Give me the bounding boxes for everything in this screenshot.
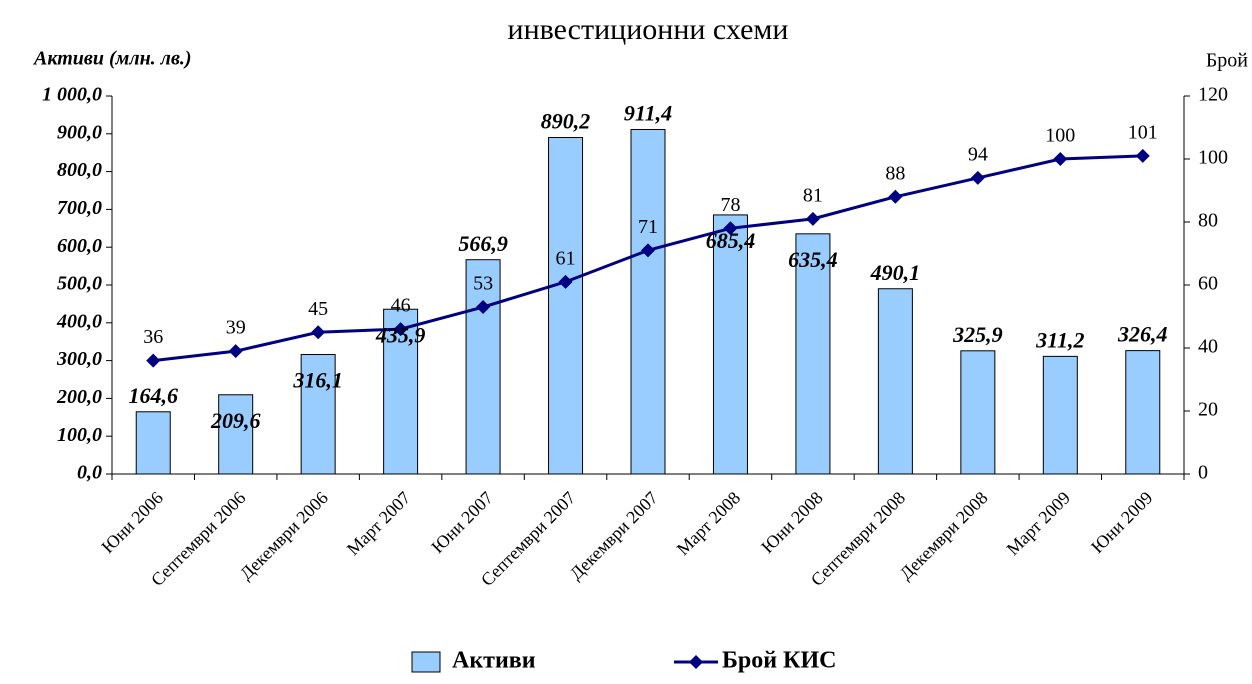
bar-value-label: 490,1 (870, 260, 921, 285)
y2-tick-label: 100 (1198, 147, 1228, 169)
bar-value-label: 566,9 (458, 231, 508, 256)
bar (1125, 350, 1161, 475)
y-tick-label: 600,0 (57, 235, 102, 257)
bar-value-label: 685,4 (706, 228, 756, 253)
line-marker (558, 274, 573, 289)
y2-tick-label: 60 (1198, 273, 1218, 295)
bar (383, 308, 419, 475)
line-marker (311, 325, 326, 340)
y-tick-label: 700,0 (57, 197, 102, 219)
line-value-label: 46 (391, 295, 411, 317)
line-marker (641, 243, 655, 258)
y-tick-label: 800,0 (57, 159, 102, 181)
line-marker (723, 221, 738, 236)
bar (135, 411, 171, 475)
bar (960, 350, 996, 475)
bar-value-label: 435,9 (375, 322, 426, 347)
y-tick-label: 0,0 (77, 462, 102, 484)
line-value-label: 81 (803, 184, 823, 206)
legend-marker (689, 655, 703, 669)
x-tick-label: Юни 2007 (427, 488, 496, 557)
line-marker (1135, 148, 1150, 163)
bar-value-label: 311,2 (1035, 327, 1084, 352)
chart-title: инвестиционни схеми (508, 13, 789, 46)
line-marker (476, 300, 491, 315)
y-tick-label: 200,0 (56, 386, 102, 408)
line-marker (228, 344, 243, 359)
y2-tick-label: 80 (1198, 210, 1218, 232)
line-value-label: 45 (308, 298, 328, 320)
x-tick-label: Декември 2007 (566, 488, 662, 584)
bar (300, 354, 336, 475)
legend-label: Активи (452, 648, 536, 674)
bar-value-label: 164,6 (128, 383, 178, 408)
line-value-label: 39 (226, 317, 246, 339)
legend-label: Брой КИС (722, 648, 836, 674)
bar (548, 137, 584, 475)
line-marker (888, 189, 903, 204)
bar (630, 128, 666, 475)
y-tick-label: 100,0 (57, 424, 102, 446)
line-value-label: 61 (556, 247, 576, 269)
line-value-label: 71 (638, 216, 658, 238)
line-value-label: 100 (1045, 125, 1075, 147)
x-tick-label: Март 2008 (673, 488, 745, 560)
bar (795, 233, 831, 475)
x-tick-label: Юни 2006 (97, 488, 166, 557)
x-tick-label: Декември 2006 (236, 488, 332, 584)
line-value-label: 101 (1128, 121, 1158, 143)
y-tick-label: 300,0 (56, 348, 102, 370)
x-tick-label: Юни 2009 (1087, 488, 1156, 557)
bar-value-label: 911,4 (624, 101, 672, 126)
y-tick-label: 1 000,0 (42, 84, 102, 106)
line-marker (393, 322, 408, 337)
bar (218, 394, 254, 475)
bar-value-label: 326,4 (1117, 322, 1168, 347)
bar-value-label: 890,2 (541, 109, 591, 134)
y-tick-label: 500,0 (57, 273, 102, 295)
y2-tick-label: 120 (1198, 84, 1228, 106)
y-tick-label: 400,0 (56, 310, 102, 332)
bar (712, 214, 748, 475)
y-axis-title: Активи (млн. лв.) (32, 48, 192, 70)
line-value-label: 94 (968, 143, 988, 165)
line-value-label: 78 (720, 194, 740, 216)
line-value-label: 36 (143, 326, 163, 348)
y2-tick-label: 0 (1198, 462, 1208, 484)
bar-value-label: 209,6 (210, 408, 261, 433)
x-tick-label: Март 2009 (1003, 488, 1075, 560)
y-tick-label: 900,0 (57, 121, 102, 143)
line-marker (1053, 152, 1068, 166)
y2-tick-label: 40 (1198, 336, 1218, 358)
line-value-label: 88 (885, 162, 905, 184)
line-marker (805, 211, 820, 226)
line-value-label: 53 (473, 273, 493, 295)
x-tick-label: Юни 2008 (757, 488, 826, 557)
y2-axis-title: Брой (1206, 50, 1248, 72)
x-tick-label: Март 2007 (343, 488, 415, 560)
legend-swatch (411, 651, 441, 673)
line-marker (146, 353, 161, 368)
x-tick-label: Декември 2008 (896, 488, 992, 584)
y2-tick-label: 20 (1198, 399, 1218, 421)
bar (465, 259, 501, 475)
line-marker (970, 170, 985, 185)
bar-value-label: 325,9 (952, 322, 1003, 347)
bar-value-label: 635,4 (788, 247, 838, 272)
bar-value-label: 316,1 (292, 368, 343, 393)
bar (1042, 355, 1078, 475)
bar (877, 288, 913, 475)
